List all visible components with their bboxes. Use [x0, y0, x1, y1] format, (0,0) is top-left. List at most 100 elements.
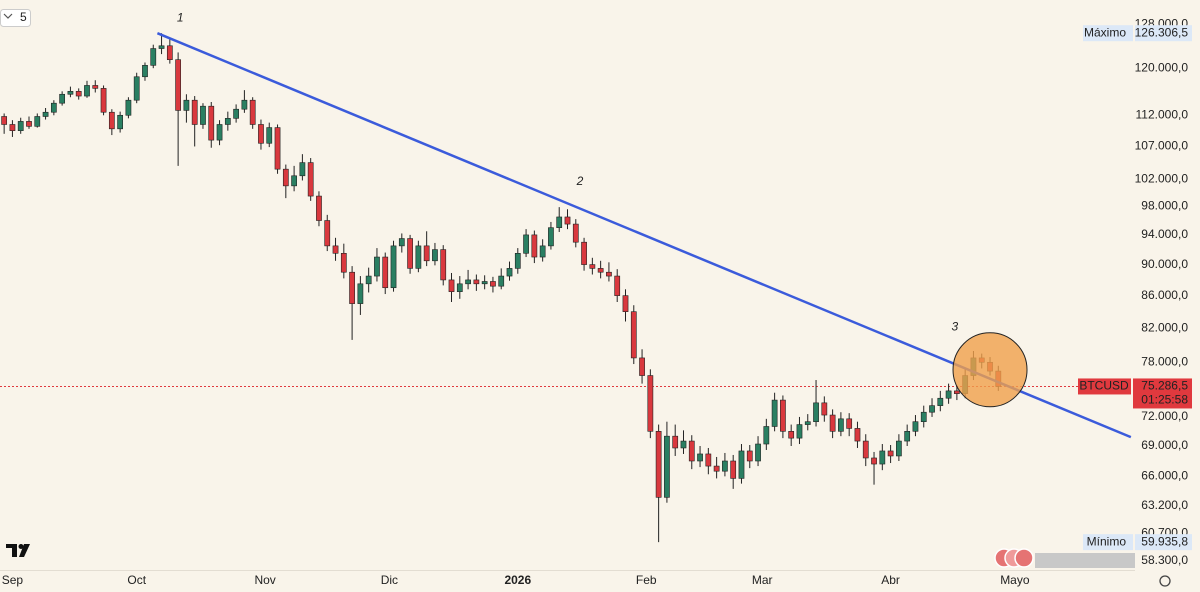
candle-body — [738, 450, 745, 479]
candle-body — [233, 108, 239, 119]
candle-body — [755, 443, 761, 462]
x-tick-label: Dic — [381, 573, 398, 587]
candle-body — [415, 245, 422, 269]
candle-body — [937, 397, 944, 406]
marker-label: Máximo — [1084, 25, 1126, 39]
candle-body — [84, 85, 90, 97]
y-tick-label: 90.000,0 — [1141, 257, 1188, 271]
candle-body — [688, 440, 695, 462]
candle-body — [423, 245, 430, 262]
annotation: 2 — [576, 174, 584, 188]
candle-body — [316, 195, 322, 221]
y-tick-label: 66.000,0 — [1141, 469, 1188, 483]
marker-value: 126.306,5 — [1135, 25, 1189, 39]
candle-body — [796, 424, 803, 439]
candle-body — [821, 402, 828, 416]
marker-value: 59.935,8 — [1141, 534, 1188, 548]
candle-body — [34, 116, 41, 127]
candle-body — [564, 216, 571, 225]
x-tick-label: Feb — [636, 573, 657, 587]
candle-body — [133, 76, 140, 101]
candle-body — [266, 127, 273, 144]
candle-body — [581, 241, 587, 265]
candle-body — [763, 426, 770, 445]
candle-body — [854, 428, 861, 442]
candle-body — [589, 264, 596, 269]
candle-body — [432, 249, 438, 262]
x-tick-label: Nov — [254, 573, 275, 587]
candle-body — [142, 65, 148, 78]
y-tick-label: 58.300,0 — [1141, 553, 1188, 567]
candle-body — [307, 162, 314, 197]
candle-body — [390, 245, 397, 289]
candle-body — [42, 111, 49, 117]
x-tick-label: Abr — [881, 573, 900, 587]
candle-body — [100, 88, 107, 113]
y-tick-label: 102.000,0 — [1135, 171, 1189, 185]
settings-icon[interactable] — [1159, 575, 1171, 587]
candle-body — [332, 245, 339, 254]
x-tick-label: 2026 — [504, 573, 531, 587]
candle-body — [838, 418, 844, 432]
candle-body — [597, 268, 604, 273]
candle-body — [258, 124, 264, 144]
candle-body — [17, 121, 24, 131]
y-tick-label: 82.000,0 — [1141, 320, 1188, 334]
candle-body — [680, 440, 687, 449]
candle-body — [639, 357, 645, 376]
candle-body — [879, 450, 886, 465]
toolbar-chevron — [3, 13, 13, 19]
candle-body — [465, 279, 471, 285]
candle-body — [67, 91, 74, 95]
candle-body — [746, 450, 753, 462]
candle-body — [614, 275, 621, 296]
candle-body — [274, 127, 281, 170]
candle-body — [9, 124, 16, 131]
candle-body — [722, 460, 728, 472]
candle-body — [108, 111, 115, 130]
highlight-circle — [952, 332, 1028, 408]
x-tick-label: Oct — [127, 573, 146, 587]
candle-body — [324, 220, 331, 247]
y-tick-label: 78.000,0 — [1141, 354, 1188, 368]
candle-body — [896, 440, 902, 457]
x-tick-label: Sep — [2, 573, 24, 587]
event-flags[interactable] — [994, 548, 1034, 568]
candle-body — [572, 223, 579, 243]
candle-body — [954, 390, 960, 394]
candle-body — [407, 238, 413, 269]
toolbar-box[interactable] — [0, 9, 31, 27]
candle-body — [804, 421, 811, 425]
candle-body — [556, 216, 563, 228]
marker-label: Mínimo — [1087, 534, 1127, 548]
candle-body — [697, 453, 703, 462]
candle-body — [498, 275, 505, 287]
candle-body — [224, 118, 231, 125]
candle-body — [125, 99, 132, 116]
candle-body — [912, 421, 919, 432]
candle-body — [920, 411, 927, 422]
candle-body — [158, 45, 165, 49]
candle-body — [191, 99, 198, 125]
annotation: 1 — [177, 10, 184, 24]
candle-body — [357, 283, 364, 304]
scrollbar[interactable] — [1035, 553, 1135, 568]
candle-body — [846, 418, 853, 429]
marker-value-box — [1135, 25, 1192, 42]
candle-body — [506, 268, 513, 277]
price-box — [1133, 378, 1192, 409]
candle-body — [365, 275, 372, 285]
candle-body — [531, 234, 538, 258]
candle-body — [887, 450, 894, 457]
candle-body — [672, 435, 679, 449]
price-value: 75.286,5 — [1141, 379, 1188, 393]
candle-body — [92, 85, 99, 89]
candle-body — [349, 271, 355, 304]
candle-body — [374, 256, 380, 277]
candle-body — [26, 121, 32, 127]
candle-body — [945, 390, 952, 399]
candle-body — [929, 405, 935, 413]
candle-body — [398, 238, 405, 247]
